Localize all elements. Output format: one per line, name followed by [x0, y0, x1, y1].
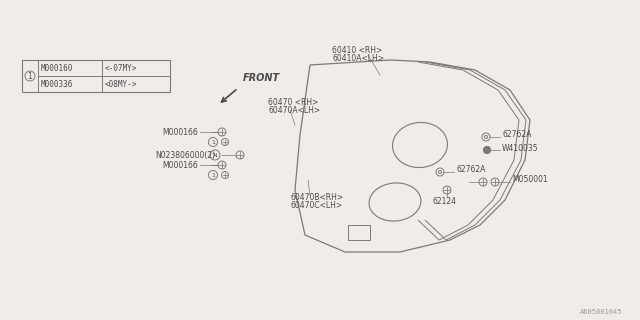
- Circle shape: [483, 147, 490, 154]
- Text: M000166: M000166: [162, 127, 198, 137]
- Text: 62762A: 62762A: [502, 130, 531, 139]
- Text: <08MY->: <08MY->: [105, 79, 138, 89]
- Text: FRONT: FRONT: [243, 73, 280, 83]
- Text: <-07MY>: <-07MY>: [105, 63, 138, 73]
- Text: 1: 1: [211, 172, 215, 178]
- Text: 1: 1: [28, 71, 33, 81]
- Text: N023806000(2): N023806000(2): [155, 150, 215, 159]
- Text: 62124: 62124: [432, 197, 456, 206]
- Text: 62762A: 62762A: [456, 164, 485, 173]
- Text: 60470 <RH>: 60470 <RH>: [268, 98, 318, 107]
- Text: 60410 <RH>: 60410 <RH>: [332, 45, 382, 54]
- Text: 60470B<RH>: 60470B<RH>: [290, 194, 343, 203]
- Text: 1: 1: [211, 140, 215, 145]
- Text: N: N: [212, 153, 218, 157]
- Text: M000166: M000166: [162, 161, 198, 170]
- Text: A605001045: A605001045: [579, 309, 622, 315]
- Text: 60470C<LH>: 60470C<LH>: [290, 202, 342, 211]
- Text: W410035: W410035: [502, 143, 539, 153]
- Text: M050001: M050001: [512, 174, 548, 183]
- Text: M000336: M000336: [41, 79, 74, 89]
- Text: 60470A<LH>: 60470A<LH>: [268, 106, 320, 115]
- Text: 60410A<LH>: 60410A<LH>: [332, 53, 384, 62]
- Text: M000160: M000160: [41, 63, 74, 73]
